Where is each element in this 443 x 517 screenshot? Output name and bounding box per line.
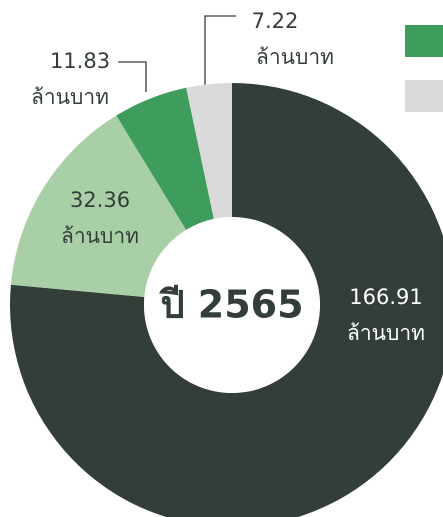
value-label: 32.36 bbox=[70, 188, 130, 212]
legend-swatch bbox=[405, 25, 443, 57]
value-label: 166.91 bbox=[349, 285, 422, 309]
slice bbox=[116, 87, 214, 230]
leader-line bbox=[118, 61, 147, 92]
unit-label: ล้านบาท bbox=[31, 85, 109, 109]
donut-hole bbox=[144, 217, 320, 393]
slice bbox=[10, 83, 443, 517]
value-label: 7.22 bbox=[252, 9, 299, 33]
unit-label: ล้านบาท bbox=[256, 45, 334, 69]
slice bbox=[10, 115, 187, 297]
slice bbox=[186, 83, 232, 219]
unit-label: ล้านบาท bbox=[347, 321, 425, 345]
unit-label: ล้านบาท bbox=[61, 224, 139, 248]
leader-line bbox=[204, 15, 236, 88]
value-label: 11.83 bbox=[50, 49, 110, 73]
center-label: ปี 2565 bbox=[159, 283, 304, 327]
legend-swatch bbox=[405, 80, 443, 112]
